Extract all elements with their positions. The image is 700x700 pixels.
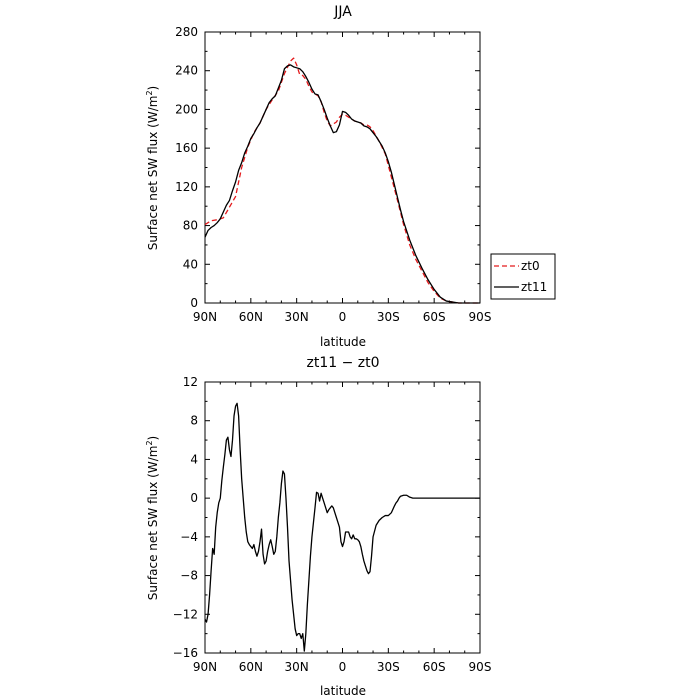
y-tick-label: 280 <box>175 25 198 39</box>
series-line-zt0 <box>204 57 480 304</box>
y-tick-label: −8 <box>180 569 198 583</box>
x-tick-label: 30S <box>377 310 400 324</box>
legend-label-zt11: zt11 <box>521 280 547 294</box>
legend-label-zt0: zt0 <box>521 259 540 273</box>
series-line-series-0 <box>204 402 480 652</box>
x-tick-label: 90S <box>469 310 492 324</box>
chart-title: JJA <box>333 4 352 20</box>
y-axis-title-end: ) <box>146 86 160 91</box>
x-tick-label: 0 <box>339 660 347 674</box>
y-axis-title-base: Surface net SW flux (W/m <box>146 96 160 251</box>
y-tick-label: 40 <box>183 257 198 271</box>
series-group <box>204 402 480 652</box>
y-tick-label: 8 <box>190 414 198 428</box>
y-axis-title-end: ) <box>146 436 160 441</box>
x-tick-label: 60S <box>423 310 446 324</box>
y-tick-label: −12 <box>173 607 198 621</box>
x-tick-label: 30S <box>377 660 400 674</box>
legend: zt0 zt11 <box>490 253 556 300</box>
y-axis-title-superscript: 2 <box>145 440 154 445</box>
x-tick-label: 30N <box>285 310 309 324</box>
y-axis-title: Surface net SW flux (W/m2) <box>145 436 160 600</box>
panel-bottom: zt11 − zt0 90N 60N 30N 0 30S 60S 90S −16 −12 −8 −4… <box>145 355 491 698</box>
x-axis-title: latitude <box>320 335 366 349</box>
legend-box <box>490 253 556 300</box>
series-group <box>204 57 480 304</box>
y-axis-title: Surface net SW flux (W/m2) <box>145 86 160 250</box>
y-tick-label: −16 <box>173 646 198 660</box>
y-tick-label: 200 <box>175 102 198 116</box>
y-tick-label: 120 <box>175 180 198 194</box>
x-tick-label: 0 <box>339 310 347 324</box>
x-tick-label: 90N <box>193 660 217 674</box>
y-tick-label: 240 <box>175 64 198 78</box>
y-axis-title-base: Surface net SW flux (W/m <box>146 446 160 601</box>
y-tick-label: 12 <box>183 375 198 389</box>
plot-frame <box>204 31 481 304</box>
x-tick-label: 60N <box>239 310 263 324</box>
y-tick-label: 80 <box>183 219 198 233</box>
x-tick-label: 60S <box>423 660 446 674</box>
axis-ticks: 90N 60N 30N 0 30S 60S 90S −16 −12 −8 −4 0 4 8 12 <box>173 375 492 674</box>
series-line-zt11 <box>204 64 480 304</box>
y-tick-label: 0 <box>190 296 198 310</box>
panel-top: JJA 90N 60N 30N 0 30S 60S 90S 0 40 80 120 160 200 240… <box>145 4 556 349</box>
x-tick-label: 60N <box>239 660 263 674</box>
y-axis-title-superscript: 2 <box>145 90 154 95</box>
x-tick-label: 30N <box>285 660 309 674</box>
x-tick-label: 90N <box>193 310 217 324</box>
plot-frame <box>204 381 481 654</box>
y-tick-label: 0 <box>190 491 198 505</box>
chart-title: zt11 − zt0 <box>306 355 379 371</box>
y-tick-label: −4 <box>180 530 198 544</box>
x-tick-label: 90S <box>469 660 492 674</box>
y-tick-label: 4 <box>190 452 198 466</box>
y-tick-label: 160 <box>175 141 198 155</box>
axis-ticks: 90N 60N 30N 0 30S 60S 90S 0 40 80 120 160 200 240 280 <box>175 25 491 324</box>
x-axis-title: latitude <box>320 684 366 698</box>
